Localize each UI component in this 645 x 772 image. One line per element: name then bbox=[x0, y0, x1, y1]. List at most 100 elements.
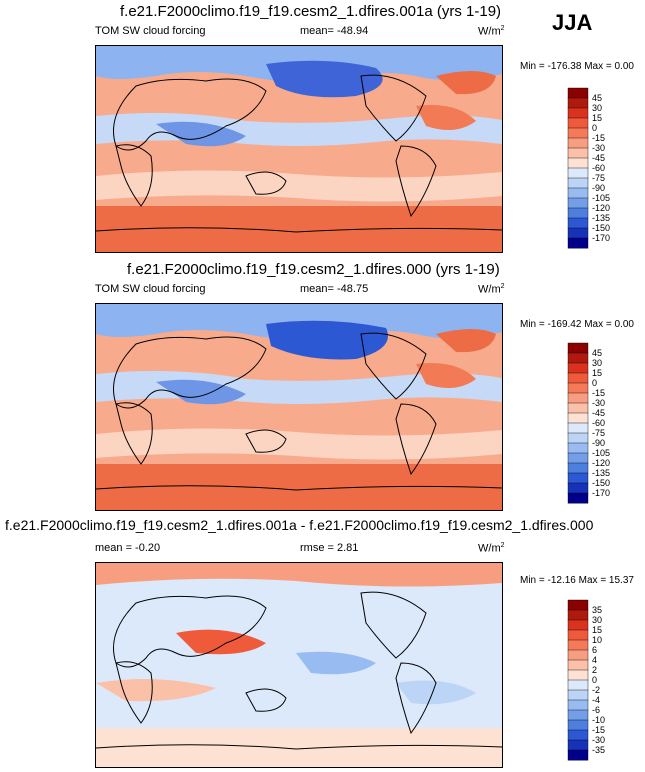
panel-1-southern-band bbox=[96, 170, 502, 202]
colorbar-swatch bbox=[567, 237, 589, 249]
colorbar-swatch bbox=[567, 709, 589, 721]
colorbar-swatch bbox=[567, 117, 589, 129]
panel-2-mean-label: mean= -48.75 bbox=[300, 283, 369, 295]
colorbar-swatch bbox=[567, 679, 589, 691]
colorbar-swatch bbox=[567, 442, 589, 454]
colorbar-tick-label: -4 bbox=[592, 695, 600, 705]
panel-1-title: f.e21.F2000climo.f19_f19.cesm2_1.dfires.… bbox=[120, 3, 502, 20]
panel-3-units: W/m2 bbox=[478, 542, 505, 555]
panel-1-variable-label: TOM SW cloud forcing bbox=[95, 25, 206, 37]
colorbar-tick-label: -150 bbox=[592, 223, 610, 233]
colorbar-tick-label: -15 bbox=[592, 133, 605, 143]
colorbar-tick-label: -30 bbox=[592, 735, 605, 745]
colorbar-swatch bbox=[567, 619, 589, 631]
colorbar-tick-label: -15 bbox=[592, 388, 605, 398]
colorbar-tick-label: -135 bbox=[592, 213, 610, 223]
panel-2-atlantic-patch bbox=[416, 363, 476, 388]
panel-3-south-atlantic-cool bbox=[396, 680, 476, 705]
colorbar-tick-label: -2 bbox=[592, 685, 600, 695]
colorbar-tick-label: -15 bbox=[592, 725, 605, 735]
colorbar-tick-label: -150 bbox=[592, 478, 610, 488]
colorbar-swatch bbox=[567, 227, 589, 239]
colorbar-tick-label: -45 bbox=[592, 408, 605, 418]
panel-3-map-svg bbox=[96, 563, 502, 767]
colorbar-tick-label: -30 bbox=[592, 398, 605, 408]
panel-1-map bbox=[95, 45, 503, 253]
colorbar-swatch bbox=[567, 599, 589, 611]
panel-3-asia-warm-anomaly bbox=[176, 629, 266, 655]
panel-1-colorbar: 45 30 15 0 -15 -30 -45 -60 -75 -90 -105 -120 -135 -15… bbox=[567, 87, 618, 249]
panel-2-australia-coastline bbox=[245, 429, 287, 453]
colorbar-tick-label: 0 bbox=[592, 378, 597, 388]
panel-3-mean-label: mean = -0.20 bbox=[95, 542, 161, 554]
panel-2-north-pacific-low bbox=[266, 320, 388, 360]
panel-1-colorbar-svg: 4530150-15-30-45-60-75-90-105-120-135-15… bbox=[567, 87, 610, 249]
panel-3-north-america-coastline bbox=[360, 591, 427, 659]
panel-2-antarctica-coastline bbox=[96, 485, 502, 491]
colorbar-swatch bbox=[567, 492, 589, 504]
colorbar-tick-label: 10 bbox=[592, 635, 602, 645]
colorbar-tick-label: -60 bbox=[592, 418, 605, 428]
panel-3-colorbar: 35 30 15 10 6 4 2 0 -2 -4 -6 -10 -15 -30 -35 bbox=[567, 599, 618, 761]
colorbar-swatch bbox=[567, 669, 589, 681]
panel-2-units: W/m2 bbox=[478, 283, 505, 296]
colorbar-swatch bbox=[567, 609, 589, 621]
panel-1-mean-label: mean= -48.94 bbox=[300, 25, 369, 37]
panel-1-map-svg bbox=[96, 46, 502, 252]
colorbar-swatch bbox=[567, 197, 589, 209]
panel-2-southern-ocean bbox=[96, 464, 502, 510]
panel-1-australia-coastline bbox=[245, 171, 287, 195]
colorbar-tick-label: -120 bbox=[592, 458, 610, 468]
panel-3-map bbox=[95, 562, 503, 768]
colorbar-tick-label: -170 bbox=[592, 488, 610, 498]
colorbar-swatch bbox=[567, 177, 589, 189]
panel-2-minmax: Min = -169.42 Max = 0.00 bbox=[520, 319, 634, 330]
panel-3-australia-coastline bbox=[245, 688, 287, 712]
colorbar-tick-label: 15 bbox=[592, 113, 602, 123]
panel-2-south-america-coastline bbox=[395, 403, 437, 476]
colorbar-tick-label: -120 bbox=[592, 203, 610, 213]
panel-2-title: f.e21.F2000climo.f19_f19.cesm2_1.dfires.… bbox=[127, 261, 500, 278]
panel-1-minmax: Min = -176.38 Max = 0.00 bbox=[520, 61, 634, 72]
colorbar-swatch bbox=[567, 432, 589, 444]
colorbar-swatch bbox=[567, 719, 589, 731]
colorbar-tick-label: 35 bbox=[592, 605, 602, 615]
panel-2-north-america-coastline bbox=[360, 332, 427, 400]
panel-3-south-indian-warm bbox=[96, 679, 216, 702]
panel-2-colorbar-svg: 4530150-15-30-45-60-75-90-105-120-135-15… bbox=[567, 342, 610, 504]
colorbar-swatch bbox=[567, 422, 589, 434]
colorbar-swatch bbox=[567, 217, 589, 229]
colorbar-tick-label: -75 bbox=[592, 428, 605, 438]
colorbar-swatch bbox=[567, 87, 589, 99]
colorbar-swatch bbox=[567, 127, 589, 139]
colorbar-swatch bbox=[567, 137, 589, 149]
panel-1-southern-ocean bbox=[96, 206, 502, 252]
colorbar-tick-label: 6 bbox=[592, 645, 597, 655]
colorbar-tick-label: -35 bbox=[592, 745, 605, 755]
colorbar-swatch bbox=[567, 167, 589, 179]
colorbar-swatch bbox=[567, 352, 589, 364]
panel-1-eurasia-coastline bbox=[113, 78, 267, 151]
colorbar-tick-label: 15 bbox=[592, 368, 602, 378]
panel-3-pacific-cool-anomaly bbox=[296, 651, 376, 675]
colorbar-tick-label: -60 bbox=[592, 163, 605, 173]
colorbar-swatch bbox=[567, 97, 589, 109]
colorbar-tick-label: 4 bbox=[592, 655, 597, 665]
panel-3-title: f.e21.F2000climo.f19_f19.cesm2_1.dfires.… bbox=[5, 517, 594, 533]
colorbar-tick-label: 30 bbox=[592, 103, 602, 113]
colorbar-tick-label: 45 bbox=[592, 348, 602, 358]
panel-3-south-america-coastline bbox=[395, 662, 437, 735]
colorbar-swatch bbox=[567, 749, 589, 761]
colorbar-tick-label: -90 bbox=[592, 438, 605, 448]
colorbar-swatch bbox=[567, 342, 589, 354]
panel-3-southern-ocean bbox=[96, 728, 502, 767]
colorbar-tick-label: 2 bbox=[592, 665, 597, 675]
panel-1-antarctica-coastline bbox=[96, 227, 502, 233]
colorbar-tick-label: -6 bbox=[592, 705, 600, 715]
panel-1-atlantic-patch bbox=[416, 105, 476, 130]
colorbar-swatch bbox=[567, 639, 589, 651]
colorbar-tick-label: 0 bbox=[592, 675, 597, 685]
colorbar-swatch bbox=[567, 452, 589, 464]
panel-2-southern-band bbox=[96, 428, 502, 460]
